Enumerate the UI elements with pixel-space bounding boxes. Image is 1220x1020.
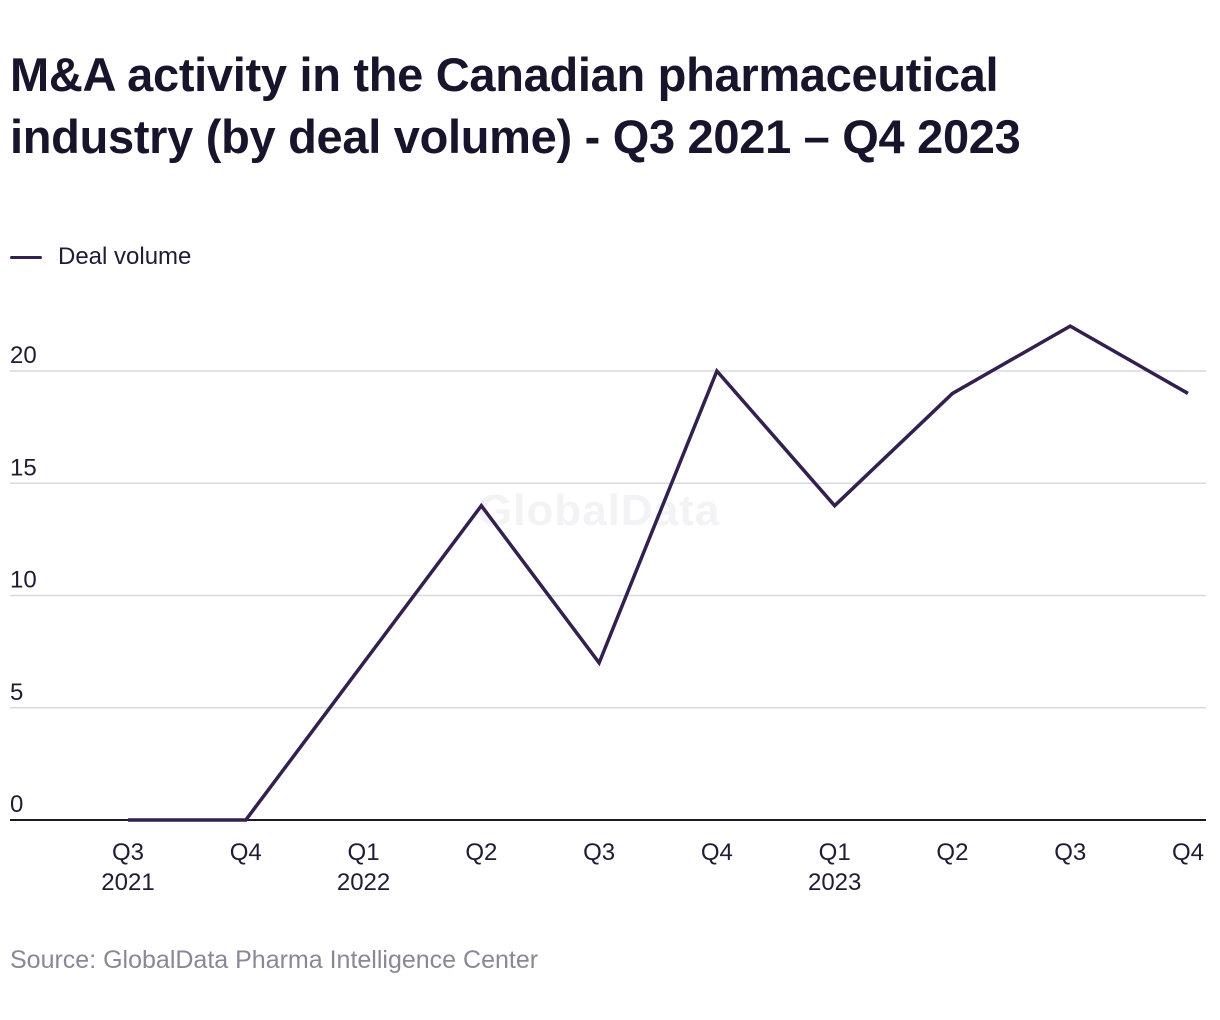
x-tick-label: Q3: [112, 839, 144, 866]
y-tick-label-0: 0: [10, 791, 23, 818]
gridlines: [10, 370, 1206, 821]
x-tick-label: Q4: [230, 839, 262, 866]
series-lines: [127, 324, 1189, 822]
x-tick-label: Q2: [936, 839, 968, 866]
y-tick-label-20: 20: [10, 342, 37, 369]
x-tick-label: Q1: [348, 839, 380, 866]
x-tick-year-label: 2021: [101, 869, 154, 896]
watermark: GlobalData: [478, 486, 721, 535]
y-tick-label-15: 15: [10, 454, 37, 481]
legend-swatch: [10, 255, 42, 259]
x-tick-label: Q3: [1054, 839, 1086, 866]
x-tick-label: Q3: [583, 839, 615, 866]
y-tick-label-10: 10: [10, 567, 37, 594]
legend-label: Deal volume: [58, 243, 192, 270]
x-tick-label: Q4: [1172, 839, 1204, 866]
source-note: Source: GlobalData Pharma Intelligence C…: [10, 946, 539, 974]
series-line-deal-volume: [128, 324, 1189, 822]
y-axis-ticks: 0 5 10 15 20: [10, 342, 37, 818]
x-tick-year-label: 2023: [808, 869, 861, 896]
y-tick-label-5: 5: [10, 679, 23, 706]
x-tick-label: Q2: [465, 839, 497, 866]
x-tick-label: Q4: [701, 839, 733, 866]
x-tick-year-label: 2022: [337, 869, 390, 896]
chart-title: M&A activity in the Canadian pharmaceuti…: [10, 48, 1021, 163]
legend: Deal volume: [10, 243, 191, 271]
x-axis-ticks: Q3 2021 Q4 Q1 2022 Q2 Q3 Q4 Q1 2023 Q2 Q3 Q4: [101, 839, 1204, 896]
x-tick-label: Q1: [819, 839, 851, 866]
